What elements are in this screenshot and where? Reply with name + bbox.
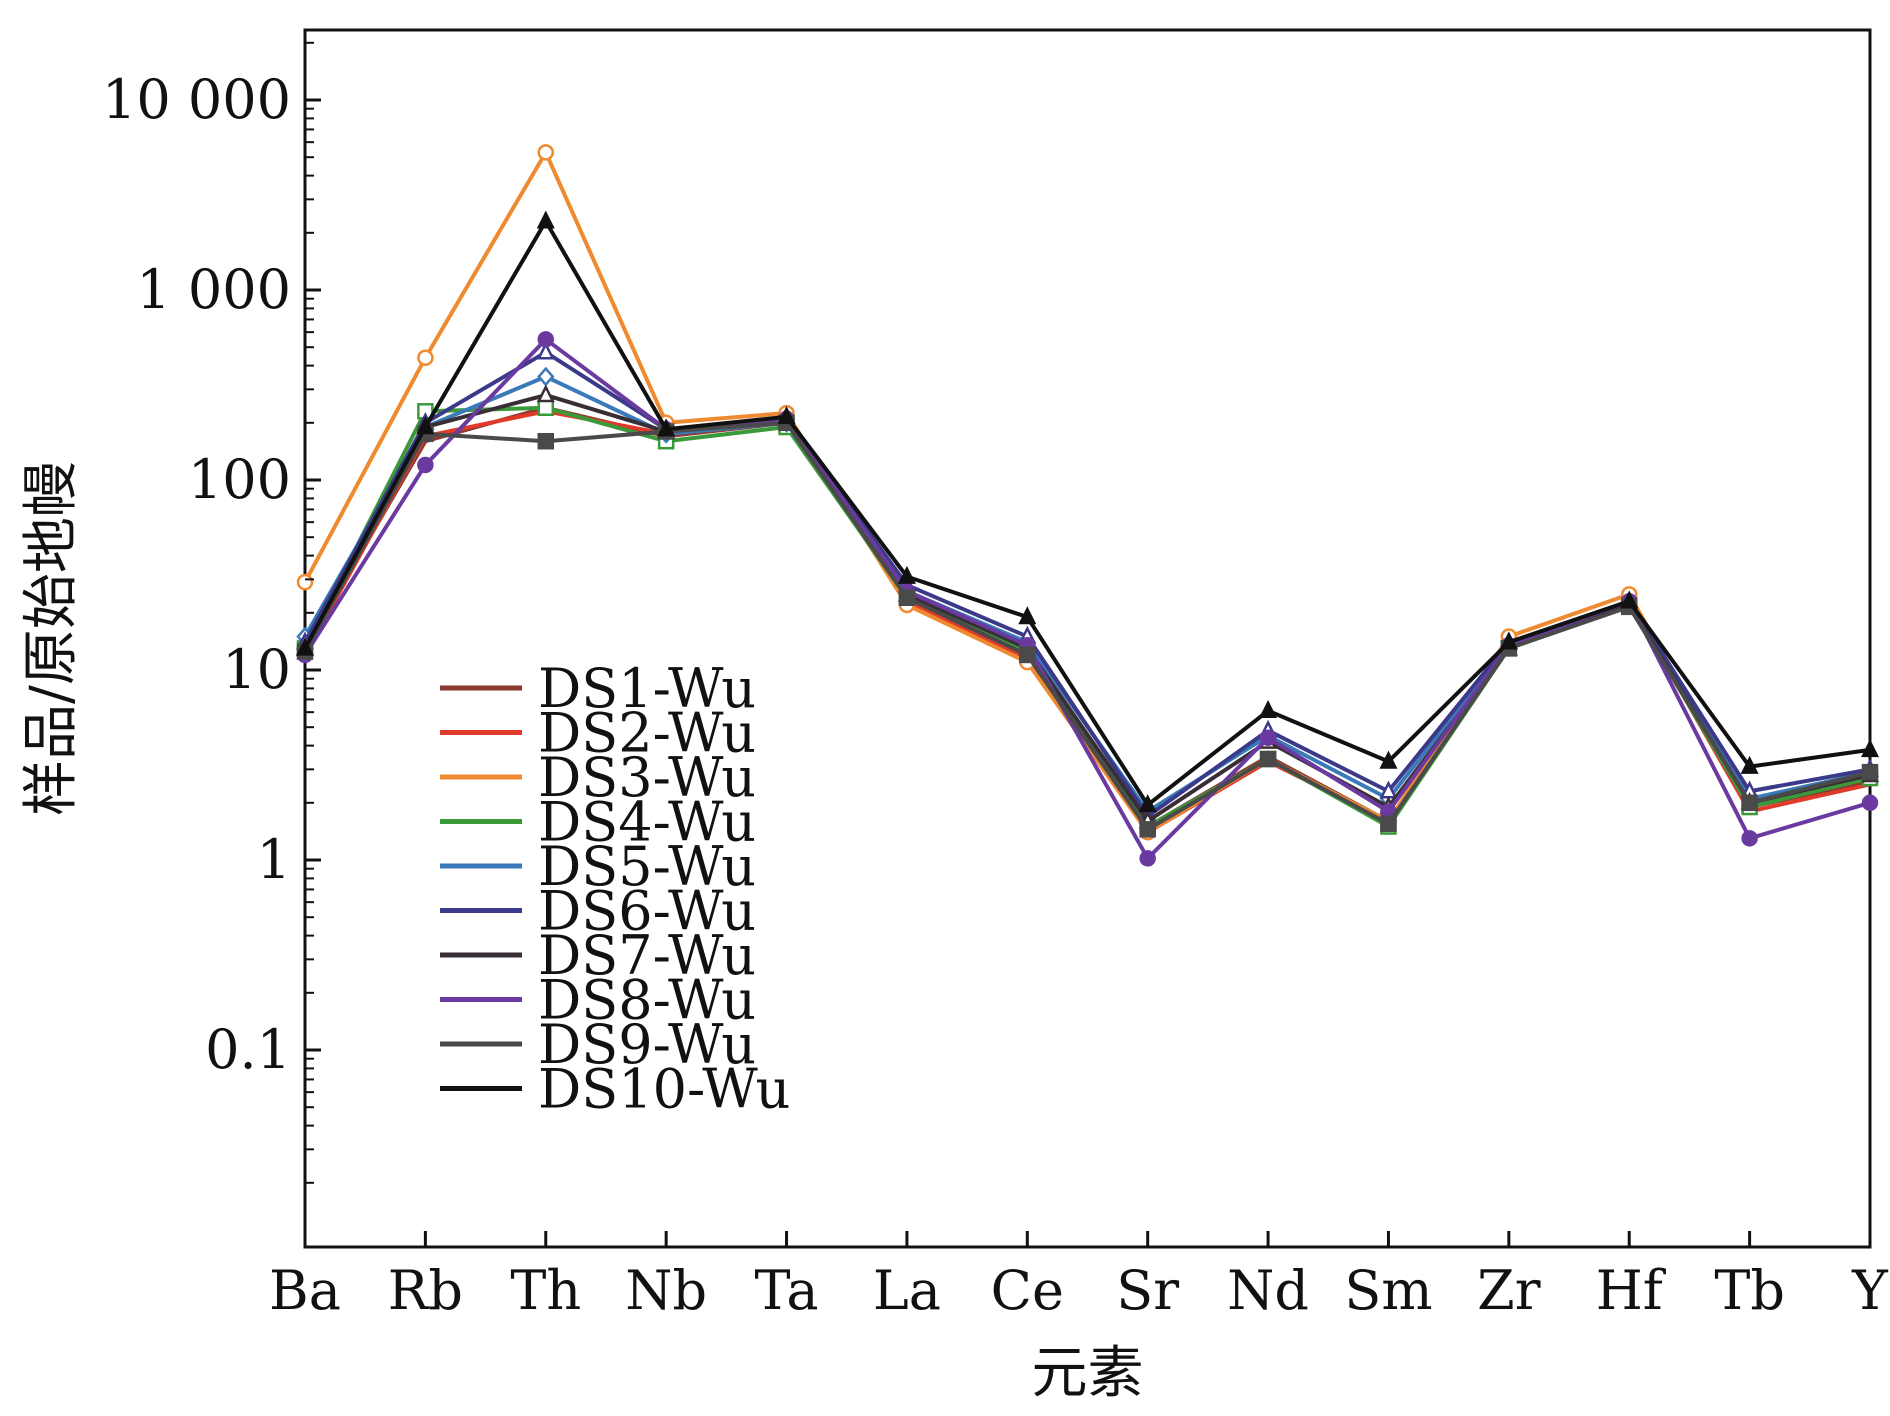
data-point — [1741, 794, 1758, 812]
legend-entry: DS6-Wu — [440, 880, 756, 943]
data-point — [416, 416, 435, 435]
series-ds9-wu — [296, 414, 1879, 838]
legend-label: DS10-Wu — [538, 1058, 790, 1121]
legend-entry: DS1-Wu — [440, 657, 756, 720]
x-tick-label: Sm — [1344, 1259, 1432, 1322]
data-point — [296, 573, 314, 591]
data-point — [1259, 750, 1277, 768]
data-point — [537, 432, 555, 450]
series-line-ds3-wu — [303, 150, 1871, 835]
data-point — [777, 406, 796, 425]
data-point — [1019, 646, 1036, 664]
legend-label: DS5-Wu — [538, 835, 756, 898]
data-point — [1259, 699, 1278, 719]
legend-entry: DS2-Wu — [440, 702, 756, 765]
x-tick-label: Sr — [1116, 1259, 1179, 1322]
legend-entry: DS3-Wu — [440, 746, 756, 809]
data-point — [417, 456, 434, 474]
data-point — [1861, 794, 1879, 812]
data-point — [1018, 606, 1037, 625]
legend-entry: DS10-Wu — [440, 1058, 790, 1121]
data-point — [1860, 739, 1880, 758]
legend: DS1-WuDS2-WuDS3-WuDS4-WuDS5-WuDS6-WuDS7-… — [440, 657, 790, 1121]
data-point — [417, 349, 434, 366]
data-point — [1861, 763, 1879, 781]
data-point — [897, 565, 916, 584]
data-point — [1741, 830, 1758, 847]
x-tick-label: Nb — [625, 1259, 707, 1322]
y-axis-title: 样品/原始地幔 — [19, 461, 84, 816]
data-point — [1259, 729, 1277, 746]
x-tick-label: Rb — [388, 1259, 463, 1322]
data-point — [1139, 850, 1156, 867]
legend-label: DS9-Wu — [538, 1013, 756, 1076]
data-point — [1620, 590, 1639, 609]
series-layer — [295, 144, 1880, 867]
legend-label: DS8-Wu — [538, 969, 756, 1032]
data-point — [537, 366, 555, 387]
data-point — [537, 331, 555, 348]
x-tick-label: Ce — [991, 1259, 1064, 1322]
x-tick-label: Th — [510, 1259, 581, 1322]
x-tick-label: Tb — [1714, 1259, 1785, 1322]
axes: 10 000 1 000 100 10 1 0.1 Ba Rb Th Nb Ta La Ce Sr Nd Sm… — [102, 41, 1889, 1322]
series-line-ds10-wu — [303, 219, 1871, 807]
y-tick-label: 10 — [222, 638, 291, 701]
y-tick-label: 0.1 — [205, 1018, 291, 1081]
legend-entry: DS9-Wu — [440, 1013, 756, 1076]
y-tick-label: 10 000 — [102, 68, 291, 131]
data-point — [536, 210, 555, 229]
data-point — [537, 399, 555, 417]
legend-entry: DS8-Wu — [440, 969, 756, 1032]
legend-label: DS2-Wu — [538, 702, 756, 765]
data-point — [295, 637, 315, 656]
legend-label: DS4-Wu — [538, 791, 756, 854]
data-point — [1379, 750, 1398, 769]
x-tick-label: Hf — [1596, 1259, 1667, 1322]
data-point — [536, 384, 555, 403]
data-point — [537, 144, 555, 161]
series-ds10-wu — [295, 210, 1880, 813]
x-tick-label: Y — [1851, 1259, 1889, 1322]
legend-entry: DS7-Wu — [440, 924, 756, 987]
data-point — [657, 418, 676, 437]
x-tick-label: Nd — [1227, 1259, 1309, 1322]
legend-label: DS7-Wu — [538, 924, 756, 987]
y-tick-label: 1 — [257, 828, 291, 891]
data-point — [1139, 821, 1156, 838]
legend-entry: DS4-Wu — [440, 791, 756, 854]
y-tick-label: 100 — [188, 448, 291, 511]
series-ds7-wu — [295, 384, 1880, 829]
x-axis-title: 元素 — [1032, 1341, 1144, 1406]
y-tick-label: 1 000 — [136, 258, 291, 321]
x-tick-label: La — [873, 1259, 941, 1322]
legend-label: DS6-Wu — [538, 880, 756, 943]
legend-label: DS3-Wu — [538, 746, 756, 809]
data-point — [1740, 755, 1759, 774]
series-line-ds9-wu — [303, 420, 1871, 832]
data-point — [1380, 815, 1397, 833]
data-point — [1499, 631, 1518, 650]
data-point — [898, 589, 916, 607]
data-point — [1138, 794, 1157, 813]
data-point — [536, 341, 555, 360]
legend-entry: DS5-Wu — [440, 835, 756, 898]
x-tick-label: Ba — [269, 1259, 341, 1322]
legend-label: DS1-Wu — [538, 657, 756, 720]
x-tick-label: Ta — [755, 1259, 819, 1322]
x-tick-label: Zr — [1477, 1259, 1541, 1322]
